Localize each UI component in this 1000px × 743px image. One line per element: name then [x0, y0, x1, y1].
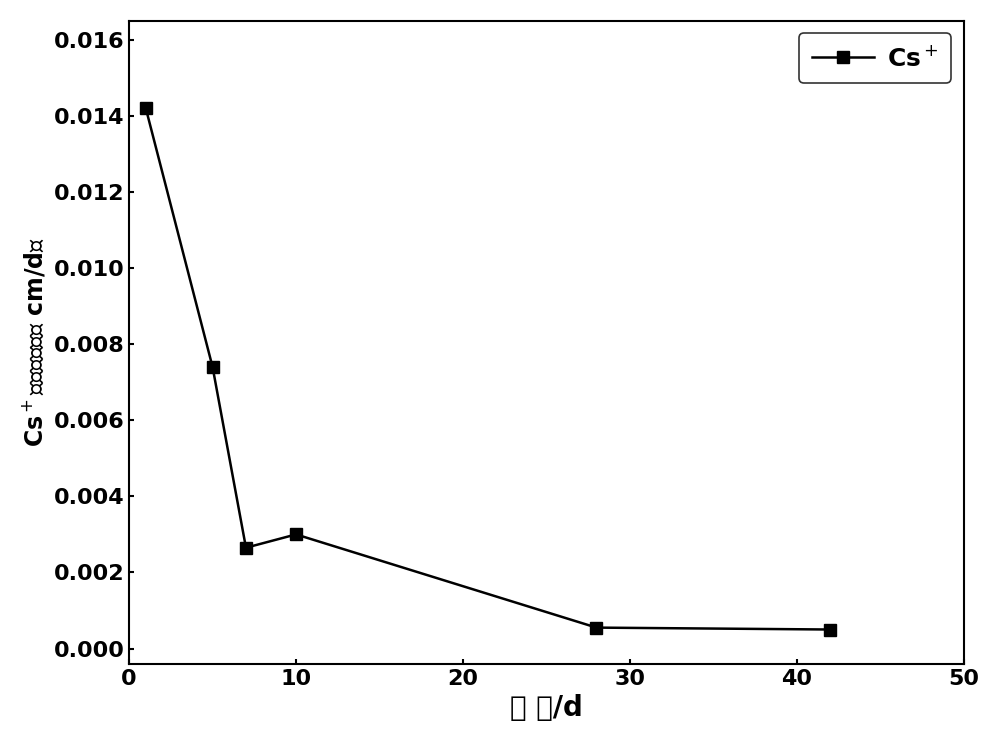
Legend: Cs$^+$: Cs$^+$ — [799, 33, 951, 83]
Cs$^+$ — [290, 530, 302, 539]
Cs$^+$ — [240, 543, 252, 552]
Cs$^+$ — [207, 363, 219, 372]
Line: Cs$^+$: Cs$^+$ — [140, 102, 836, 636]
Cs$^+$ — [824, 625, 836, 634]
Cs$^+$ — [140, 104, 152, 113]
Cs$^+$ — [590, 623, 602, 632]
Y-axis label: Cs$^+$的浸出率／（ cm/d）: Cs$^+$的浸出率／（ cm/d） — [21, 237, 48, 447]
X-axis label: 时 间/d: 时 间/d — [510, 694, 583, 722]
